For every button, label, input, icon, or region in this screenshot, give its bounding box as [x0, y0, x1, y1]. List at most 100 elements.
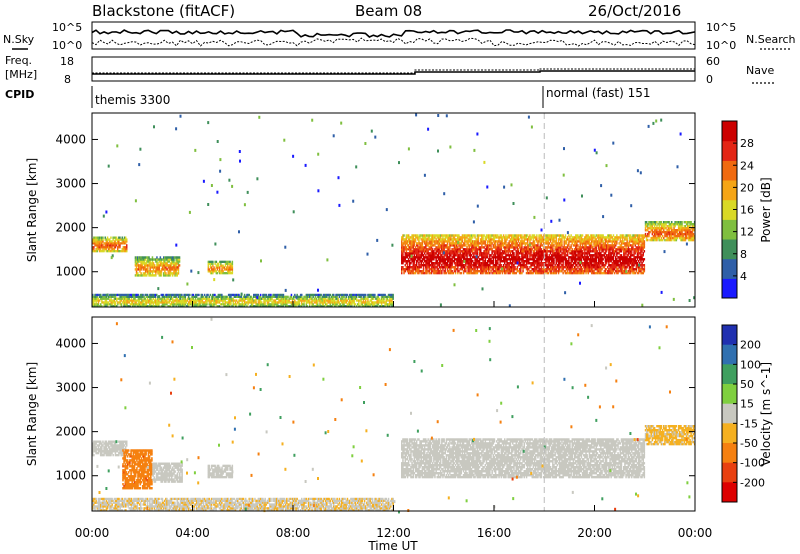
heatmap-cell — [588, 270, 591, 273]
heatmap-cell — [525, 250, 528, 253]
heatmap-cell — [459, 254, 461, 257]
heatmap-cell — [668, 227, 671, 230]
heatmap-cell — [480, 240, 482, 243]
heatmap-cell — [658, 230, 660, 234]
heatmap-cell — [147, 260, 149, 263]
heatmap-cell — [491, 268, 493, 271]
heatmap-cell — [563, 236, 565, 239]
heatmap-cell — [538, 266, 540, 269]
heatmap-cell — [496, 248, 498, 251]
heatmap-cell — [541, 264, 544, 267]
heatmap-cell — [484, 240, 487, 243]
heatmap-cell — [500, 240, 503, 243]
heatmap-cell — [516, 258, 519, 261]
heatmap-cell — [461, 238, 464, 241]
heatmap-cell — [560, 248, 562, 251]
heatmap-cell — [494, 254, 497, 257]
heatmap-cell — [403, 246, 405, 249]
heatmap-cell — [673, 236, 675, 240]
heatmap-cell — [155, 268, 157, 271]
heatmap-cell — [413, 254, 416, 257]
heatmap-cell — [632, 240, 634, 243]
heatmap-cell — [516, 238, 519, 241]
heatmap-cell — [617, 256, 619, 259]
heatmap-cell — [504, 236, 506, 239]
heatmap-cell — [584, 266, 586, 269]
heatmap-cell — [593, 248, 595, 251]
heatmap-cell — [565, 258, 568, 261]
heatmap-cell — [214, 262, 216, 265]
heatmap-cell — [602, 250, 604, 253]
heatmap-cell — [602, 271, 604, 275]
heatmap-cell — [496, 252, 498, 255]
heatmap-cell — [143, 256, 146, 259]
heatmap-cell — [413, 262, 416, 265]
heatmap-cell — [115, 238, 118, 241]
heatmap-cell — [607, 260, 609, 263]
heatmap-cell — [652, 221, 655, 224]
heatmap-cell — [121, 248, 123, 251]
heatmap-cell — [513, 254, 515, 257]
heatmap-cell — [227, 272, 229, 275]
heatmap-cell — [612, 250, 615, 253]
heatmap-cell — [139, 274, 141, 277]
heatmap-cell — [581, 252, 584, 255]
heatmap-cell — [409, 264, 411, 267]
heatmap-cell — [613, 254, 616, 257]
heatmap-cell — [578, 246, 580, 249]
heatmap-cell — [613, 271, 616, 275]
heatmap-cell — [447, 240, 450, 243]
heatmap-cell — [633, 236, 635, 239]
heatmap-cell — [627, 270, 630, 273]
heatmap-cell — [520, 250, 522, 253]
heatmap-cell — [124, 250, 127, 253]
heatmap-cell — [605, 238, 608, 241]
heatmap-cell — [680, 225, 682, 228]
heatmap-cell — [628, 268, 631, 271]
heatmap-cell — [594, 271, 596, 275]
heatmap-cell — [483, 250, 485, 253]
heatmap-cell — [537, 242, 539, 245]
heatmap-cell — [532, 258, 535, 261]
heatmap-cell — [502, 256, 505, 259]
heatmap-cell — [531, 268, 533, 271]
heatmap-cell — [446, 246, 449, 249]
heatmap-cell — [429, 248, 432, 251]
heatmap-cell — [571, 252, 573, 255]
heatmap-cell — [523, 236, 525, 239]
heatmap-cell — [542, 246, 545, 249]
heatmap-cell — [414, 240, 417, 243]
heatmap-cell — [466, 254, 468, 257]
heatmap-cell — [405, 248, 408, 251]
heatmap-cell — [441, 240, 443, 243]
heatmap-cell — [430, 266, 433, 269]
heatmap-cell — [419, 234, 421, 237]
heatmap-cell — [516, 234, 519, 237]
heatmap-cell — [576, 260, 578, 263]
heatmap-cell — [620, 254, 623, 257]
heatmap-cell — [597, 268, 600, 271]
heatmap-cell — [499, 240, 501, 243]
heatmap-cell — [469, 264, 472, 267]
heatmap-cell — [488, 258, 490, 261]
heatmap-cell — [513, 266, 515, 269]
heatmap-cell — [613, 252, 616, 255]
heatmap-cell — [623, 236, 625, 239]
heatmap-cell — [564, 252, 567, 255]
heatmap-cell — [482, 234, 484, 237]
heatmap-cell — [477, 260, 480, 263]
heatmap-cell — [497, 266, 499, 269]
heatmap-cell — [407, 268, 410, 271]
heatmap-cell — [577, 240, 579, 243]
heatmap-cell — [418, 240, 420, 243]
heatmap-cell — [484, 256, 487, 259]
heatmap-cell — [613, 250, 616, 253]
heatmap-cell — [604, 248, 607, 251]
heatmap-cell — [636, 246, 639, 249]
heatmap-cell — [633, 264, 635, 267]
heatmap-cell — [229, 264, 231, 267]
heatmap-cell — [413, 250, 416, 253]
heatmap-cell — [540, 258, 543, 261]
heatmap-cell — [417, 250, 419, 253]
heatmap-cell — [450, 238, 452, 241]
